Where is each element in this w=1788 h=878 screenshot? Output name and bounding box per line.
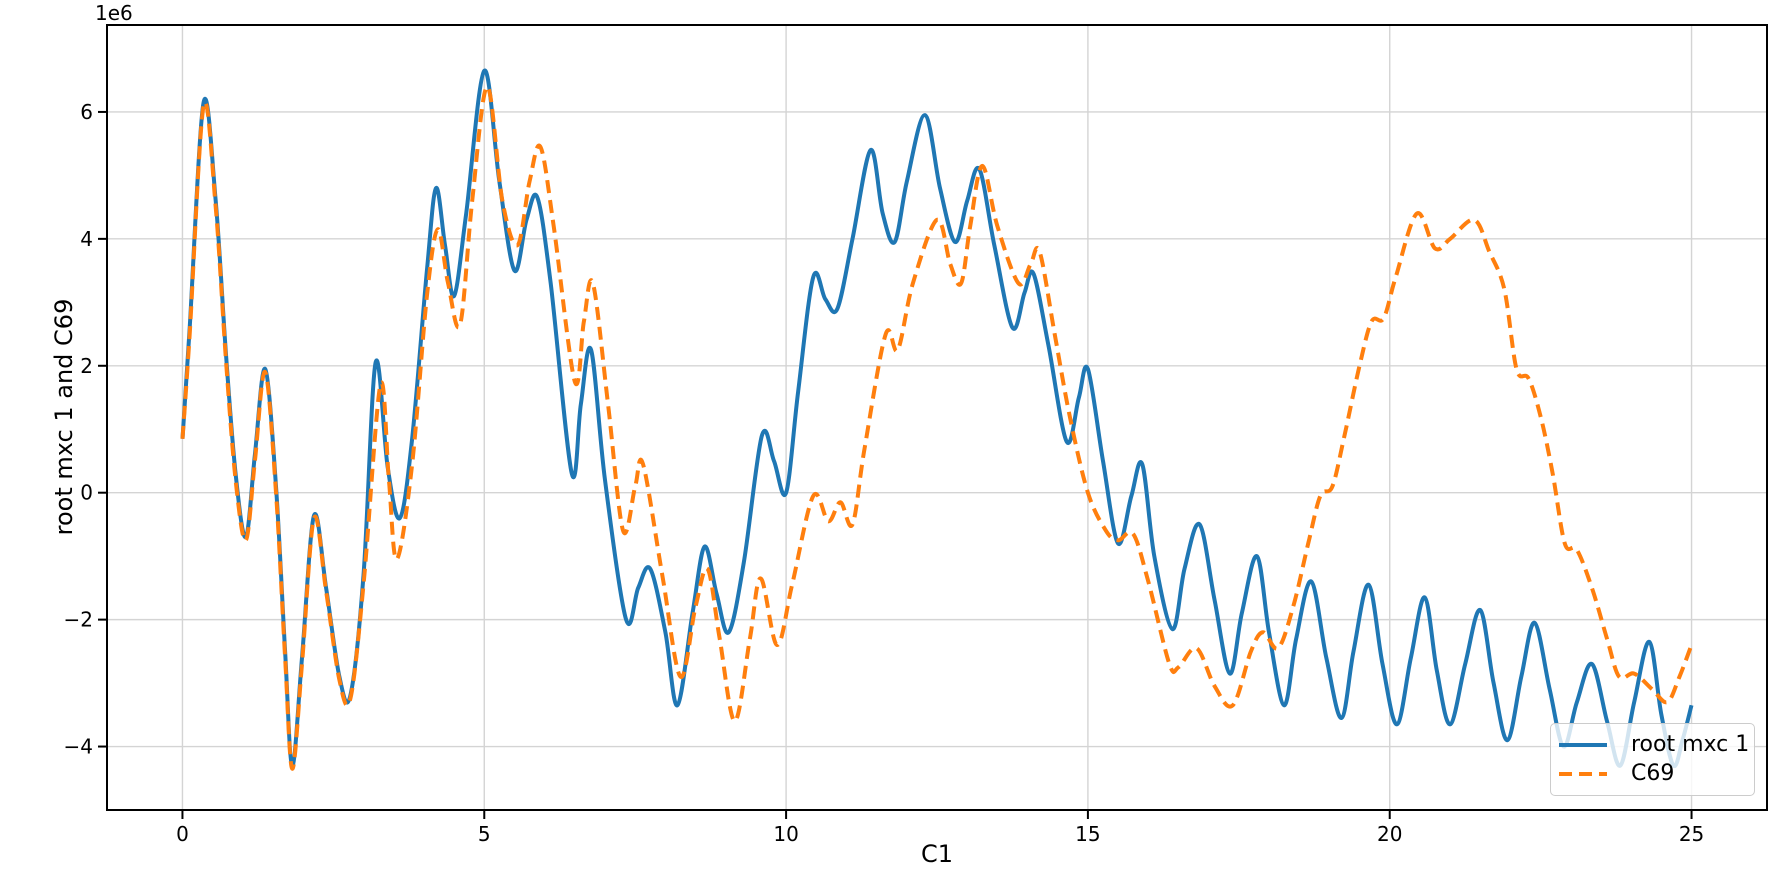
legend: root mxc 1 C69 [1550, 723, 1755, 796]
legend-label-c69: C69 [1631, 760, 1675, 786]
y-tick-label: 0 [80, 481, 93, 505]
x-tick-label: 10 [773, 822, 798, 846]
legend-label-root-mxc-1: root mxc 1 [1631, 732, 1750, 758]
y-tick-label: −2 [64, 608, 93, 632]
legend-line-sample-dashed [1559, 771, 1607, 776]
y-tick-label: 2 [80, 354, 93, 378]
y-axis-label: root mxc 1 and C69 [50, 298, 78, 536]
x-tick-label: 25 [1679, 822, 1704, 846]
y-tick-label: −4 [64, 735, 93, 759]
x-tick-label: 0 [176, 822, 189, 846]
y-tick-label: 4 [80, 227, 93, 251]
legend-line-sample-solid [1559, 743, 1607, 748]
series-line-root-mxc-1 [180, 68, 1694, 769]
x-tick-label: 5 [478, 822, 491, 846]
legend-item-root-mxc-1: root mxc 1 [1559, 732, 1750, 758]
x-tick-label: 15 [1075, 822, 1100, 846]
x-axis-label: C1 [920, 840, 954, 868]
y-axis-offset-label: 1e6 [95, 1, 133, 25]
axes-frame [106, 24, 1768, 811]
y-tick-label: 6 [80, 100, 93, 124]
x-tick-label: 20 [1377, 822, 1402, 846]
series-line-c69 [180, 84, 1694, 771]
legend-item-c69: C69 [1559, 760, 1746, 786]
